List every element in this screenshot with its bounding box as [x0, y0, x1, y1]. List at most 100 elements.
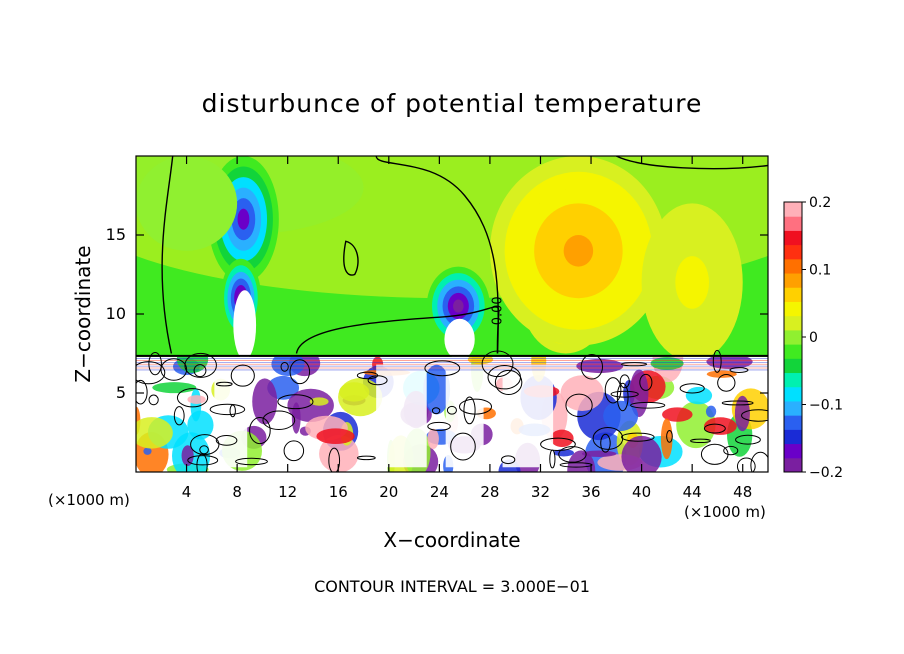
boundary-layer-cell: [629, 369, 649, 417]
contour-line: [540, 437, 576, 452]
contour-line: [717, 373, 736, 392]
contour-line: [494, 369, 523, 396]
boundary-layer-cell: [143, 447, 152, 455]
colorbar-band: [784, 415, 802, 430]
contour-line: [703, 423, 726, 434]
contour-line: [283, 440, 305, 462]
contour-line: [736, 457, 756, 472]
contour-line: [161, 156, 174, 354]
contour-line: [458, 398, 493, 415]
contour-line: [558, 446, 587, 463]
below-range-region: [444, 318, 475, 360]
contour-line: [741, 409, 768, 422]
contour-line: [280, 361, 289, 372]
colorbar-band: [784, 273, 802, 288]
contour-line: [721, 400, 754, 406]
contour-line: [604, 377, 622, 404]
colorbar-band: [784, 386, 802, 402]
below-range-region: [233, 290, 257, 360]
boundary-layer-cell: [316, 428, 355, 444]
contour-line: [356, 371, 379, 380]
boundary-layer-cell: [190, 388, 202, 422]
contour-line: [199, 445, 209, 455]
contour-line: [723, 445, 739, 456]
contour-line: [639, 373, 653, 391]
x-tick-label: 44: [683, 483, 702, 501]
colorbar-tick-label: −0.1: [809, 398, 843, 414]
colorbar-tick-label: 0.2: [809, 195, 831, 211]
colorbar-band: [784, 258, 802, 274]
y-axis-label: Z−coordinate: [71, 245, 95, 382]
contour-line: [446, 405, 457, 415]
colorbar-band: [784, 202, 802, 217]
contour-line: [148, 352, 162, 376]
contour-line: [176, 388, 209, 408]
x-tick-label: 16: [329, 483, 348, 501]
colorbar-tick-label: 0.1: [809, 263, 831, 279]
contour-line: [600, 433, 611, 453]
colorbar-tick-label: −0.2: [809, 465, 843, 481]
boundary-layer-cell: [423, 364, 451, 415]
x-tick-label: 48: [733, 483, 752, 501]
x-tick-label: 24: [430, 483, 449, 501]
y-tick-label: 10: [106, 304, 126, 323]
x-tick-label: 20: [379, 483, 398, 501]
contour-line: [136, 361, 166, 385]
colorbar-band: [784, 372, 802, 388]
boundary-layer-cell: [603, 400, 639, 432]
x-tick-label: 28: [480, 483, 499, 501]
contour-line: [230, 364, 255, 387]
boundary-layer-cell: [560, 375, 604, 412]
boundary-layer-cell: [291, 402, 301, 434]
contour-line: [148, 394, 159, 406]
contour-line: [136, 379, 148, 405]
contour-line: [184, 352, 217, 378]
contour-line: [620, 362, 648, 367]
contour-line: [559, 462, 593, 468]
contour-line: [193, 364, 207, 378]
contour-line: [712, 349, 722, 373]
contour-line: [735, 434, 761, 445]
colorbar-tick-label: 0: [809, 330, 818, 346]
boundary-layer-cell: [309, 397, 329, 406]
contour-line: [235, 457, 268, 466]
colorbar-band: [784, 344, 802, 359]
x-tick-label: 12: [278, 483, 297, 501]
contour-line: [424, 360, 461, 377]
colorbar-band: [784, 329, 802, 345]
boundary-layer-cell: [662, 407, 693, 422]
colorbar-band: [784, 443, 802, 459]
contour-line: [621, 432, 655, 442]
x-axis-unit-right: (×1000 m): [684, 503, 766, 521]
contour-line: [690, 438, 711, 444]
colorbar-band: [784, 358, 802, 374]
contour-line: [249, 417, 271, 445]
contour-line: [610, 390, 639, 398]
contour-value-label: 0.00: [490, 296, 505, 325]
contour-line: [666, 430, 673, 443]
boundary-layer-column: [502, 364, 554, 468]
contour-line: [500, 455, 516, 465]
boundary-layer-cell: [427, 428, 439, 449]
colorbar-band: [784, 429, 802, 445]
contour-line: [209, 403, 246, 416]
contour-line: [229, 404, 236, 418]
contour-line: [289, 359, 311, 385]
boundary-layer-cell: [685, 386, 713, 405]
x-tick-label: 40: [632, 483, 651, 501]
feature-band: [683, 269, 701, 296]
y-tick-label: 5: [116, 383, 126, 402]
boundary-layer-cell: [181, 445, 194, 467]
colorbar-band: [784, 230, 802, 246]
colorbar-band: [784, 400, 802, 416]
contour-line: [190, 434, 220, 456]
colorbar-band: [784, 301, 802, 317]
colorbar-band: [784, 315, 802, 331]
boundary-layer-cell: [338, 378, 383, 417]
plot-area: 0.00: [135, 155, 769, 473]
feature-band: [563, 235, 594, 267]
boundary-layer-column: [376, 364, 427, 468]
contour-line: [173, 406, 185, 426]
x-tick-label: 32: [531, 483, 550, 501]
